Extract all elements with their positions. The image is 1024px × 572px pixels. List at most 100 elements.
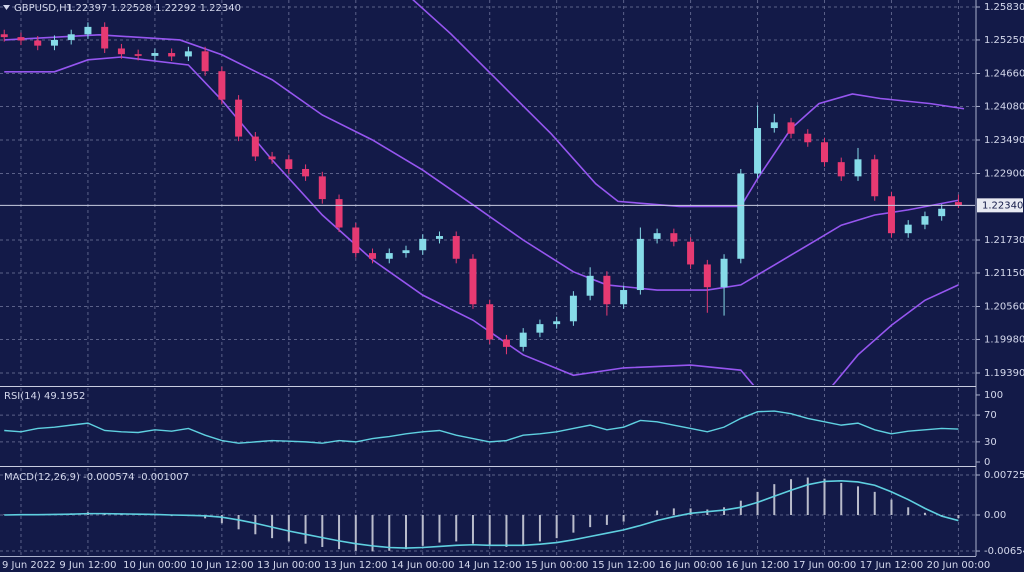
candle-body bbox=[50, 39, 58, 46]
candle-body bbox=[67, 34, 75, 40]
current-price-box bbox=[977, 198, 1023, 213]
y-tick-label: 0.00 bbox=[984, 510, 1006, 521]
x-tick-label: 13 Jun 12:00 bbox=[324, 560, 388, 571]
y-tick-label: 1.25250 bbox=[984, 35, 1024, 46]
band-line bbox=[4, 56, 959, 385]
candle-body bbox=[302, 168, 310, 177]
y-tick-label: 1.21730 bbox=[984, 235, 1024, 246]
candle-body bbox=[536, 324, 544, 333]
candle-body bbox=[887, 196, 895, 234]
candle-body bbox=[804, 133, 812, 143]
band-line bbox=[412, 0, 965, 208]
rsi-line bbox=[4, 410, 959, 444]
candle-body bbox=[620, 290, 628, 305]
x-tick-label: 14 Jun 00:00 bbox=[391, 560, 455, 571]
candle-body bbox=[653, 233, 661, 239]
rsi-title: RSI(14) 49.1952 bbox=[4, 391, 85, 402]
macd-signal-line bbox=[4, 480, 959, 549]
x-tick-label: 14 Jun 12:00 bbox=[458, 560, 522, 571]
current-price-label: 1.22340 bbox=[982, 200, 1023, 211]
candle-body bbox=[687, 241, 695, 265]
candle-body bbox=[101, 26, 109, 49]
y-tick-label: 70 bbox=[984, 410, 997, 421]
candle-body bbox=[201, 51, 209, 72]
x-tick-label: 9 Jun 12:00 bbox=[59, 560, 116, 571]
candle-body bbox=[821, 142, 829, 163]
x-tick-label: 15 Jun 12:00 bbox=[592, 560, 656, 571]
candle-body bbox=[871, 159, 879, 197]
candle-body bbox=[369, 253, 377, 259]
menu-triangle bbox=[3, 5, 10, 10]
x-tick-label: 16 Jun 00:00 bbox=[659, 560, 723, 571]
y-tick-label: 1.23490 bbox=[984, 135, 1024, 146]
candle-body bbox=[84, 26, 92, 35]
candle-body bbox=[586, 275, 594, 296]
candle-body bbox=[502, 339, 510, 347]
y-tick-label: 100 bbox=[984, 390, 1003, 401]
candle-body bbox=[117, 48, 125, 55]
y-tick-label: 1.21150 bbox=[984, 268, 1024, 279]
candle-body bbox=[452, 236, 460, 259]
candle-body bbox=[636, 238, 644, 291]
band-line bbox=[4, 34, 959, 291]
y-tick-label: 30 bbox=[984, 437, 997, 448]
candle-body bbox=[737, 173, 745, 259]
candle-body bbox=[251, 136, 259, 157]
candle-body bbox=[268, 156, 276, 160]
x-tick-label: 9 Jun 2022 bbox=[2, 560, 56, 571]
candle-body bbox=[703, 264, 711, 288]
candle-body bbox=[151, 53, 159, 56]
candle-body bbox=[34, 40, 42, 46]
candle-body bbox=[904, 224, 912, 234]
y-tick-label: 1.25830 bbox=[984, 2, 1024, 13]
candle-body bbox=[837, 162, 845, 177]
y-tick-label: 1.19980 bbox=[984, 334, 1024, 345]
y-tick-label: 0 bbox=[984, 457, 990, 468]
candle-body bbox=[419, 238, 427, 251]
candle-body bbox=[335, 199, 343, 228]
y-tick-label: -0.006541 bbox=[984, 546, 1024, 557]
y-tick-label: 1.19390 bbox=[984, 368, 1024, 379]
candle-body bbox=[787, 122, 795, 134]
candle-body bbox=[519, 332, 527, 347]
candle-body bbox=[486, 304, 494, 340]
candle-body bbox=[854, 159, 862, 177]
symbol-title: GBPUSD,H1 bbox=[14, 3, 73, 14]
candle-body bbox=[184, 51, 192, 57]
x-tick-label: 10 Jun 00:00 bbox=[123, 560, 187, 571]
y-tick-label: 0.007258 bbox=[984, 470, 1024, 481]
candle-body bbox=[921, 216, 929, 225]
x-tick-label: 20 Jun 00:00 bbox=[927, 560, 991, 571]
candle-body bbox=[670, 233, 678, 242]
x-tick-label: 15 Jun 00:00 bbox=[525, 560, 589, 571]
candle-body bbox=[754, 128, 762, 174]
ohlc-header: 1.22397 1.22528 1.22292 1.22340 bbox=[66, 3, 241, 14]
candle-body bbox=[603, 275, 611, 305]
y-tick-label: 1.24080 bbox=[984, 101, 1024, 112]
candle-body bbox=[569, 295, 577, 322]
candle-body bbox=[318, 176, 326, 200]
candle-body bbox=[235, 99, 243, 137]
candle-body bbox=[168, 53, 176, 57]
candle-body bbox=[17, 37, 25, 41]
x-tick-label: 10 Jun 12:00 bbox=[190, 560, 254, 571]
candle-body bbox=[402, 250, 410, 254]
x-tick-label: 17 Jun 12:00 bbox=[860, 560, 924, 571]
x-tick-label: 13 Jun 00:00 bbox=[257, 560, 321, 571]
candle-body bbox=[285, 159, 293, 169]
candle-body bbox=[0, 34, 8, 38]
candle-body bbox=[770, 122, 778, 129]
y-tick-label: 1.24660 bbox=[984, 68, 1024, 79]
candle-body bbox=[469, 258, 477, 305]
candle-body bbox=[385, 253, 393, 259]
candle-body bbox=[553, 321, 561, 325]
candle-body bbox=[720, 258, 728, 288]
y-tick-label: 1.22900 bbox=[984, 169, 1024, 180]
x-tick-label: 16 Jun 12:00 bbox=[726, 560, 790, 571]
x-tick-label: 17 Jun 00:00 bbox=[793, 560, 857, 571]
candle-body bbox=[134, 54, 142, 56]
